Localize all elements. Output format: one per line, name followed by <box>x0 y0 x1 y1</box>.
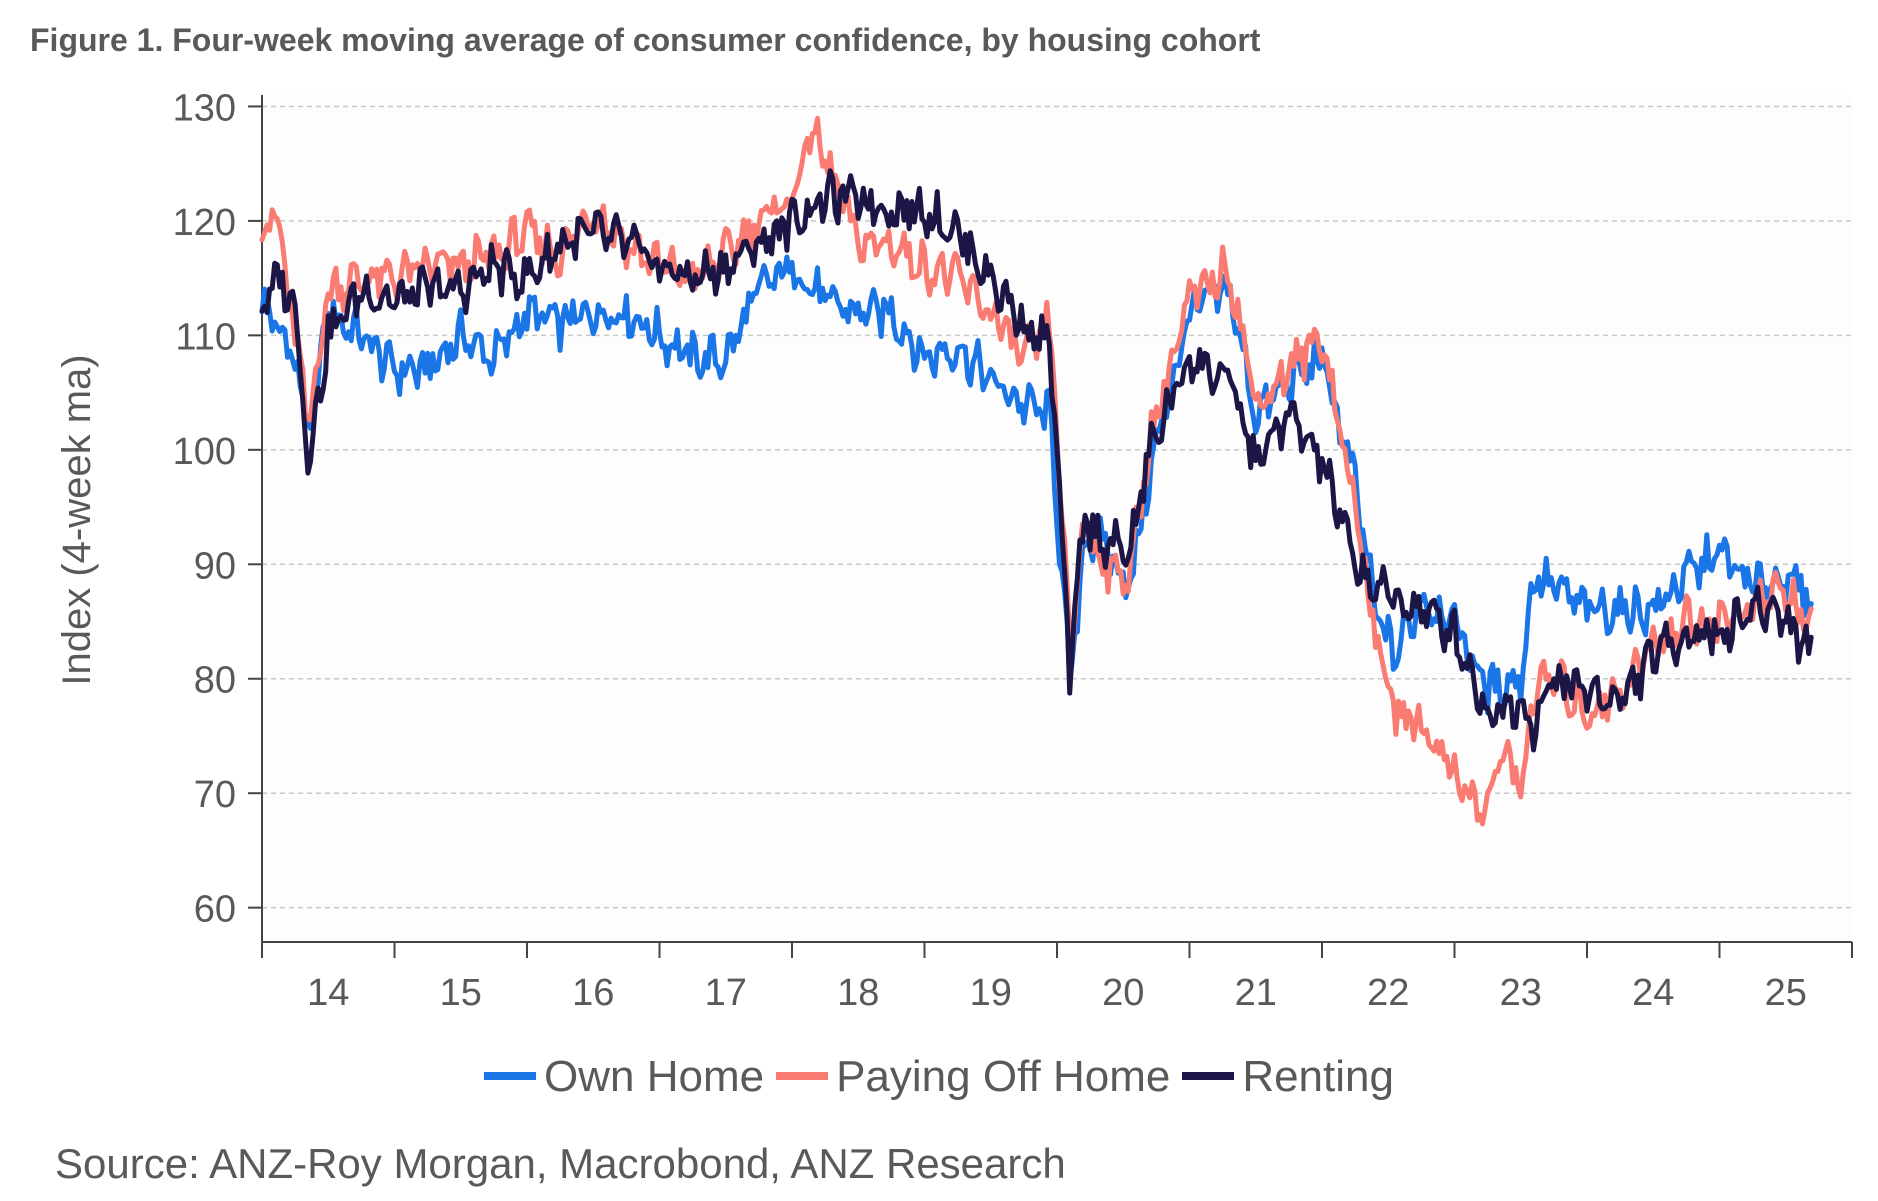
legend-label: Renting <box>1242 1052 1394 1101</box>
series-line-paying-off-home <box>259 115 1814 827</box>
series-line-own-home <box>259 254 1814 716</box>
y-tick-label: 90 <box>194 545 236 587</box>
x-tick-label: 25 <box>1765 972 1807 1014</box>
x-tick-label: 17 <box>705 972 747 1014</box>
x-tick-label: 16 <box>572 972 614 1014</box>
x-tick-label: 22 <box>1367 972 1409 1014</box>
y-tick-label: 100 <box>173 431 236 473</box>
x-tick-label: 21 <box>1235 972 1277 1014</box>
x-tick-label: 20 <box>1102 972 1144 1014</box>
series-line-renting <box>259 168 1814 753</box>
figure-title: Figure 1. Four-week moving average of co… <box>30 22 1261 58</box>
legend-label: Own Home <box>544 1052 765 1101</box>
y-axis-title: Index (4-week ma) <box>55 354 99 685</box>
legend-item: Renting <box>1182 1052 1394 1102</box>
y-tick-label: 120 <box>173 202 236 244</box>
source-note: Source: ANZ-Roy Morgan, Macrobond, ANZ R… <box>55 1140 1066 1187</box>
axes: 60 70 80 90 100 110 120 130 14 15 16 17 18 19 20 21 22 23… <box>173 87 1853 1014</box>
line-chart: 60 70 80 90 100 110 120 130 14 15 16 17 18 19 20 21 22 23… <box>55 87 1853 1014</box>
x-tick-label: 14 <box>307 972 349 1014</box>
x-tick-label: 18 <box>837 972 879 1014</box>
y-tick-label: 60 <box>194 889 236 931</box>
series-lines <box>259 115 1814 827</box>
x-tick-label: 24 <box>1632 972 1674 1014</box>
legend-item: Paying Off Home <box>776 1052 1170 1102</box>
legend-item: Own Home <box>484 1052 764 1102</box>
legend-label: Paying Off Home <box>836 1052 1171 1101</box>
y-tick-label: 110 <box>175 316 236 358</box>
x-tick-label: 15 <box>440 972 482 1014</box>
legend-swatch <box>776 1072 829 1081</box>
chart-legend: Own Home Paying Off Home Renting <box>0 1052 1878 1102</box>
legend-swatch <box>1182 1072 1235 1081</box>
y-tick-label: 80 <box>194 660 236 702</box>
x-tick-label: 19 <box>970 972 1012 1014</box>
y-tick-label: 130 <box>173 87 236 129</box>
y-tick-label: 70 <box>194 774 236 816</box>
x-tick-label: 23 <box>1500 972 1542 1014</box>
legend-swatch <box>484 1072 536 1081</box>
